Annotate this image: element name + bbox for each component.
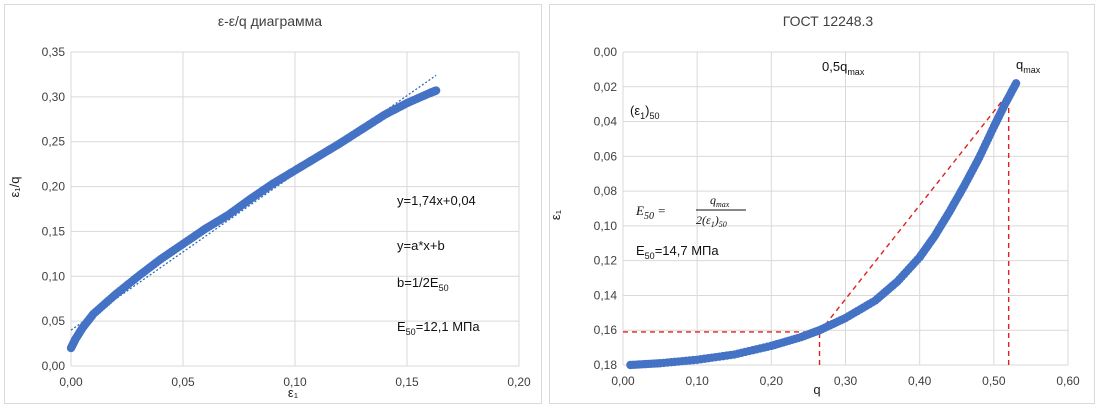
chart-title: ГОСТ 12248.3 bbox=[783, 13, 874, 29]
x-axis-label: q bbox=[813, 382, 820, 397]
x-tick-label: 0,60 bbox=[1056, 374, 1080, 388]
y-tick-label: 0,16 bbox=[594, 323, 618, 337]
half-qmax-label: 0,5qmax bbox=[822, 59, 865, 77]
x-tick-label: 0,10 bbox=[283, 375, 307, 389]
x-tick-label: 0,10 bbox=[685, 374, 709, 388]
x-tick-label: 0,40 bbox=[908, 374, 932, 388]
eps50-label: (ε1)50 bbox=[630, 103, 660, 121]
gost-chart: ГОСТ 12248.3 0,00 0,10 0,20 0,30 0,40 0,50 0,6… bbox=[548, 13, 1080, 397]
y-tick-label: 0,10 bbox=[42, 269, 66, 283]
chart-panel-right: ГОСТ 12248.3 0,00 0,10 0,20 0,30 0,40 0,50 0,6… bbox=[548, 4, 1095, 404]
y-tick-label: 0,08 bbox=[594, 184, 618, 198]
x-tick-label: 0,50 bbox=[982, 374, 1006, 388]
data-point bbox=[1011, 79, 1021, 88]
modulus-formula: E50 = qmax 2(ε1)50 bbox=[635, 193, 746, 229]
strain-ratio-chart: ε-ε/q диаграмма 0,00 0,05 0,10 0,15 0,20 0,00… bbox=[7, 13, 531, 400]
x-tick-label: 0,00 bbox=[611, 374, 635, 388]
x-tick-label: 0,20 bbox=[760, 374, 784, 388]
modulus-value-label: E50=14,7 МПа bbox=[636, 243, 719, 261]
x-tick-label: 0,15 bbox=[395, 375, 419, 389]
qmax-label: qmax bbox=[1016, 57, 1041, 75]
formula-label: y=a*x+b bbox=[397, 238, 445, 253]
chart-title: ε-ε/q диаграмма bbox=[218, 13, 322, 29]
chart-panel-left: ε-ε/q диаграмма 0,00 0,05 0,10 0,15 0,20 0,00… bbox=[4, 4, 542, 404]
data-point bbox=[431, 86, 441, 95]
y-tick-label: 0,00 bbox=[594, 45, 618, 59]
svg-text:E50 =: E50 = bbox=[635, 203, 666, 222]
y-tick-label: 0,35 bbox=[42, 45, 66, 59]
y-tick-label: 0,14 bbox=[594, 288, 618, 302]
y-axis-label: ε₁/q bbox=[7, 176, 22, 197]
equation-label: y=1,74x+0,04 bbox=[397, 193, 476, 208]
y-tick-label: 0,06 bbox=[594, 149, 618, 163]
secant-guide bbox=[818, 82, 1017, 333]
x-tick-label: 0,30 bbox=[834, 374, 858, 388]
y-tick-label: 0,02 bbox=[594, 80, 618, 94]
y-tick-label: 0,00 bbox=[42, 359, 66, 373]
x-axis-label: ε₁ bbox=[288, 385, 299, 400]
y-tick-label: 0,05 bbox=[42, 314, 66, 328]
y-tick-label: 0,25 bbox=[42, 135, 66, 149]
modulus-value-label: E50=12,1 МПа bbox=[397, 319, 480, 337]
x-tick-label: 0,00 bbox=[59, 375, 83, 389]
b-definition-label: b=1/2E50 bbox=[397, 275, 449, 293]
y-tick-label: 0,18 bbox=[594, 358, 618, 372]
y-tick-label: 0,30 bbox=[42, 90, 66, 104]
x-tick-label: 0,05 bbox=[171, 375, 195, 389]
y-tick-label: 0,20 bbox=[42, 180, 66, 194]
y-tick-label: 0,12 bbox=[594, 254, 618, 268]
y-tick-label: 0,04 bbox=[594, 115, 618, 129]
x-tick-label: 0,20 bbox=[507, 375, 531, 389]
y-tick-label: 0,10 bbox=[594, 219, 618, 233]
svg-text:qmax: qmax bbox=[710, 193, 730, 209]
svg-text:2(ε1)50: 2(ε1)50 bbox=[696, 213, 727, 229]
y-tick-label: 0,15 bbox=[42, 224, 66, 238]
y-axis-label: ε₁ bbox=[548, 209, 563, 220]
